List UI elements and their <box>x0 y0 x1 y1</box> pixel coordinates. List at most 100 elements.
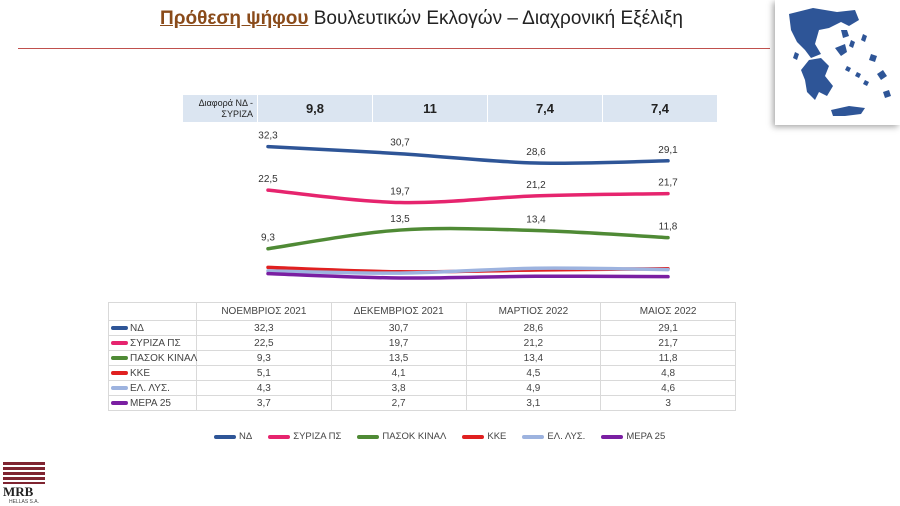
data-table: ΝΟΕΜΒΡΙΟΣ 2021 ΔΕΚΕΜΒΡΙΟΣ 2021 ΜΑΡΤΙΟΣ 2… <box>108 302 736 411</box>
series-key-icon <box>111 340 128 345</box>
series-name-cell: ΣΥΡΙΖΑ ΠΣ <box>108 335 197 351</box>
column-header: ΜΑΙΟΣ 2022 <box>600 302 736 321</box>
series-name: ΜΕΡΑ 25 <box>130 397 171 409</box>
column-header: ΔΕΚΕΜΒΡΙΟΣ 2021 <box>330 302 467 321</box>
table-cell: 5,1 <box>196 365 332 381</box>
logo-bars <box>3 462 45 484</box>
series-line <box>266 144 670 166</box>
data-label: 32,3 <box>258 131 278 142</box>
legend-item: ΕΛ. ΛΥΣ. <box>522 431 585 442</box>
series-name: ΚΚΕ <box>130 367 151 379</box>
table-cell: 30,7 <box>330 320 467 336</box>
legend-line-icon <box>522 434 545 439</box>
title-rule <box>18 48 770 49</box>
table-cell: 3,8 <box>330 380 467 396</box>
data-label: 29,1 <box>658 145 678 156</box>
data-label: 11,8 <box>659 222 678 233</box>
series-name: ΕΛ. ΛΥΣ. <box>130 382 170 394</box>
greece-map <box>775 0 900 125</box>
data-label: 28,6 <box>526 147 546 158</box>
logo-subtitle: HELLAS S.A. <box>8 499 39 505</box>
legend-line-icon <box>268 434 291 439</box>
series-line <box>266 188 670 205</box>
data-label: 21,2 <box>526 180 546 191</box>
table-cell: 4,5 <box>465 365 602 381</box>
series-key-icon <box>111 325 128 330</box>
table-cell: 21,7 <box>600 335 736 351</box>
legend-item: ΝΔ <box>214 431 252 442</box>
table-header-row: ΝΟΕΜΒΡΙΟΣ 2021 ΔΕΚΕΜΒΡΙΟΣ 2021 ΜΑΡΤΙΟΣ 2… <box>108 302 736 321</box>
table-cell: 22,5 <box>196 335 332 351</box>
series-name-cell: ΚΚΕ <box>108 365 197 381</box>
legend-label: ΜΕΡΑ 25 <box>626 431 666 442</box>
mrb-logo: MRB HELLAS S.A. <box>3 462 45 505</box>
table-cell: 3,7 <box>196 395 332 411</box>
table-cell: 4,9 <box>465 380 602 396</box>
table-cell: 19,7 <box>330 335 467 351</box>
legend-label: ΕΛ. ΛΥΣ. <box>547 431 586 442</box>
series-key-icon <box>111 355 128 360</box>
title-highlight: Πρόθεση ψήφου <box>160 8 309 29</box>
table-cell: 4,3 <box>196 380 332 396</box>
difference-value: 11 <box>372 95 487 122</box>
legend-line-icon <box>214 434 236 439</box>
series-key-icon <box>111 370 128 375</box>
column-header: ΜΑΡΤΙΟΣ 2022 <box>465 302 602 321</box>
greece-map-icon <box>789 8 891 116</box>
table-row: ΠΑΣΟΚ ΚΙΝΑΛ 9,3 13,5 13,4 11,8 <box>108 350 736 366</box>
logo-name: MRB <box>3 484 34 499</box>
table-cell: 3 <box>600 395 736 411</box>
series-name-cell: ΝΔ <box>108 320 197 336</box>
legend-label: ΝΔ <box>239 431 253 442</box>
table-cell: 13,4 <box>465 350 602 366</box>
table-cell: 4,8 <box>600 365 736 381</box>
table-row: ΣΥΡΙΖΑ ΠΣ 22,5 19,7 21,2 21,7 <box>108 335 736 351</box>
legend-item: ΣΥΡΙΖΑ ΠΣ <box>268 431 341 442</box>
difference-label: Διαφορά ΝΔ - ΣΥΡΙΖΑ <box>198 98 253 119</box>
legend-line-icon <box>462 434 485 439</box>
legend-item: ΜΕΡΑ 25 <box>601 431 665 442</box>
column-header: ΝΟΕΜΒΡΙΟΣ 2021 <box>196 302 332 321</box>
chart-legend: ΝΔ ΣΥΡΙΖΑ ΠΣ ΠΑΣΟΚ ΚΙΝΑΛ ΚΚΕ ΕΛ. ΛΥΣ. ΜΕΡΑ 25 <box>214 431 665 442</box>
data-label: 19,7 <box>390 187 410 198</box>
table-cell: 28,6 <box>465 320 602 336</box>
series-name-cell: ΜΕΡΑ 25 <box>108 395 197 411</box>
difference-value: 9,8 <box>257 95 372 122</box>
table-cell: 4,1 <box>330 365 467 381</box>
table-corner <box>108 302 197 321</box>
legend-line-icon <box>601 434 624 439</box>
table-cell: 11,8 <box>600 350 736 366</box>
difference-row: Διαφορά ΝΔ - ΣΥΡΙΖΑ 9,8 11 7,4 7,4 <box>183 95 717 122</box>
title-rest: Βουλευτικών Εκλογών – Διαχρονική Εξέλιξη <box>313 8 683 29</box>
series-name-cell: ΕΛ. ΛΥΣ. <box>108 380 197 396</box>
table-cell: 32,3 <box>196 320 332 336</box>
series-key-icon <box>111 400 128 405</box>
series-line <box>266 266 670 275</box>
table-cell: 2,7 <box>330 395 467 411</box>
legend-line-icon <box>357 434 380 439</box>
data-label: 22,5 <box>258 174 278 185</box>
series-line <box>266 226 670 251</box>
series-key-icon <box>111 385 128 390</box>
legend-label: ΣΥΡΙΖΑ ΠΣ <box>293 431 342 442</box>
line-chart: 32,3 30,7 28,6 29,1 22,5 19,7 21,2 21,7 9,3 13,5 1… <box>258 131 678 280</box>
series-name: ΣΥΡΙΖΑ ΠΣ <box>130 337 181 349</box>
table-cell: 4,6 <box>600 380 736 396</box>
series-name-cell: ΠΑΣΟΚ ΚΙΝΑΛ <box>108 350 198 366</box>
table-row: ΝΔ 32,3 30,7 28,6 29,1 <box>108 320 736 336</box>
table-row: ΚΚΕ 5,1 4,1 4,5 4,8 <box>108 365 736 381</box>
difference-value: 7,4 <box>602 95 717 122</box>
legend-label: ΚΚΕ <box>487 431 507 442</box>
page-title: Πρόθεση ψήφου Βουλευτικών Εκλογών – Διαχ… <box>160 8 683 30</box>
data-label: 9,3 <box>261 233 275 244</box>
data-label: 21,7 <box>658 178 678 189</box>
table-row: ΜΕΡΑ 25 3,7 2,7 3,1 3 <box>108 395 736 411</box>
data-label: 13,5 <box>390 214 410 225</box>
legend-label: ΠΑΣΟΚ ΚΙΝΑΛ <box>382 431 447 442</box>
series-name: ΝΔ <box>130 322 144 334</box>
series-name: ΠΑΣΟΚ ΚΙΝΑΛ <box>130 352 198 364</box>
table-row: ΕΛ. ΛΥΣ. 4,3 3,8 4,9 4,6 <box>108 380 736 396</box>
data-label: 30,7 <box>390 138 410 149</box>
table-cell: 21,2 <box>465 335 602 351</box>
table-cell: 9,3 <box>196 350 332 366</box>
